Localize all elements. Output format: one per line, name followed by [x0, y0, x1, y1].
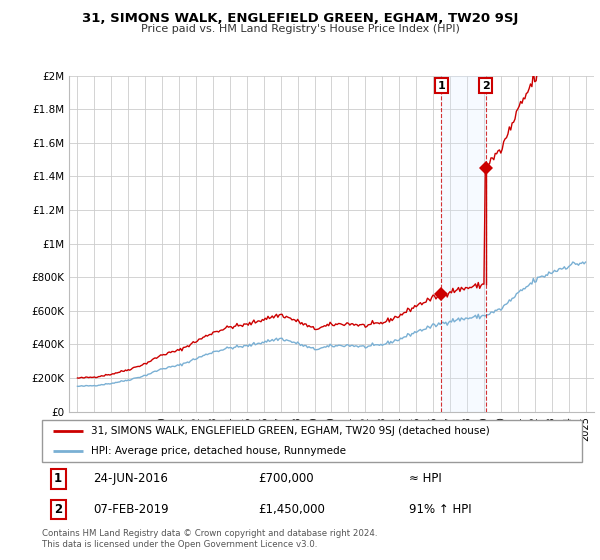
Text: 91% ↑ HPI: 91% ↑ HPI: [409, 503, 472, 516]
Text: 1: 1: [437, 81, 445, 91]
Text: 31, SIMONS WALK, ENGLEFIELD GREEN, EGHAM, TW20 9SJ (detached house): 31, SIMONS WALK, ENGLEFIELD GREEN, EGHAM…: [91, 426, 490, 436]
Text: Contains HM Land Registry data © Crown copyright and database right 2024.
This d: Contains HM Land Registry data © Crown c…: [42, 529, 377, 549]
Text: £700,000: £700,000: [258, 473, 314, 486]
Text: 07-FEB-2019: 07-FEB-2019: [94, 503, 169, 516]
FancyBboxPatch shape: [42, 420, 582, 462]
Text: 2: 2: [482, 81, 490, 91]
Text: 2: 2: [54, 503, 62, 516]
Text: Price paid vs. HM Land Registry's House Price Index (HPI): Price paid vs. HM Land Registry's House …: [140, 24, 460, 34]
Text: HPI: Average price, detached house, Runnymede: HPI: Average price, detached house, Runn…: [91, 446, 346, 456]
Text: 31, SIMONS WALK, ENGLEFIELD GREEN, EGHAM, TW20 9SJ: 31, SIMONS WALK, ENGLEFIELD GREEN, EGHAM…: [82, 12, 518, 25]
Bar: [441, 76, 485, 412]
Text: £1,450,000: £1,450,000: [258, 503, 325, 516]
Text: 24-JUN-2016: 24-JUN-2016: [94, 473, 168, 486]
Text: ≈ HPI: ≈ HPI: [409, 473, 442, 486]
Text: 1: 1: [54, 473, 62, 486]
